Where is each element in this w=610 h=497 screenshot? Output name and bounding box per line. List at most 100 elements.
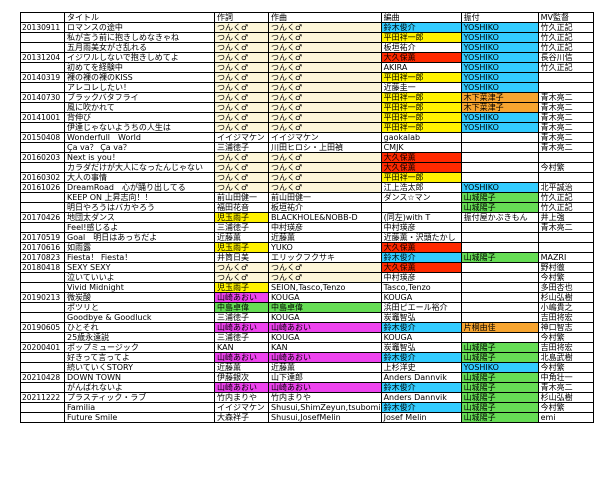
- cell-date: 20130911: [20, 22, 65, 33]
- cell-lyrics: イイジマケン: [214, 132, 269, 143]
- cell-mv-director: 青木亮二: [537, 142, 594, 153]
- cell-date: [20, 32, 65, 43]
- cell-title: Goal 明日はあっちだよ: [64, 232, 215, 243]
- cell-composer: つんく♂: [268, 72, 382, 83]
- table-row: 20140730 ブラックバタフライ つんく♂ つんく♂ 平田祥一郎 木下菜津子 青木亮二: [20, 92, 594, 103]
- cell-lyrics: 竹内まりや: [214, 392, 269, 403]
- cell-composer: 中村瑛彦: [268, 222, 382, 233]
- cell-composer: つんく♂: [268, 182, 382, 193]
- cell-lyrics: イイジマケン: [214, 402, 269, 413]
- cell-arranger: 鈴木俊介: [380, 322, 462, 333]
- cell-lyrics: 山崎あおい: [214, 322, 269, 333]
- header-composer: 作曲: [268, 12, 382, 23]
- table-row: アレコレしたい！ つんく♂ つんく♂ 近藤圭一 YOSHIKO: [20, 82, 594, 93]
- cell-title: ロマンスの途中: [64, 22, 215, 33]
- cell-arranger: 上杉洋史: [380, 362, 462, 373]
- cell-mv-director: 竹久正記: [537, 32, 594, 43]
- cell-arranger: 炭竈智弘: [380, 312, 462, 323]
- cell-date: 20140319: [20, 72, 65, 83]
- cell-title: 大人の事情: [64, 172, 215, 183]
- cell-title: カラダだけが大人になったんじゃない: [64, 162, 215, 173]
- cell-title: Next is you！: [64, 152, 215, 163]
- cell-title: 裸の裸の裸のKISS: [64, 72, 215, 83]
- cell-arranger: 平田祥一郎: [380, 112, 462, 123]
- credits-table: タイトル 作詞 作曲 編曲 振付 MV監督 20130911 ロマンスの途中 つんく…: [20, 12, 594, 423]
- table-row: 20141001 背伸び つんく♂ つんく♂ 平田祥一郎 YOSHIKO 青木亮二: [20, 112, 594, 123]
- cell-lyrics: つんく♂: [214, 62, 269, 73]
- cell-composer: BLACKHOLE&NOBB-D: [268, 212, 382, 223]
- cell-mv-director: 今村繁: [537, 362, 594, 373]
- cell-date: 20210428: [20, 372, 65, 383]
- header-arranger: 編曲: [380, 12, 462, 23]
- cell-title: 明日やろうはバカやろう: [64, 202, 215, 213]
- cell-composer: 前山田健一: [268, 192, 382, 203]
- cell-lyrics: つんく♂: [214, 32, 269, 43]
- cell-choreographer: YOSHIKO: [460, 182, 539, 193]
- cell-arranger: 中村瑛彦: [380, 222, 462, 233]
- table-row: 20131204 イジワルしないで抱きしめてよ つんく♂ つんく♂ 大久保薫 YOSHIK…: [20, 52, 594, 63]
- cell-lyrics: つんく♂: [214, 262, 269, 273]
- cell-composer: 近藤薫: [268, 362, 382, 373]
- cell-arranger: 平田祥一郎: [380, 72, 462, 83]
- cell-mv-director: 竹久正記: [537, 62, 594, 73]
- table-row: Vivid Midnight 児玉雨子 SEION,Tasco,Tenzo Tasco…: [20, 282, 594, 293]
- cell-date: [20, 102, 65, 113]
- cell-date: 20170519: [20, 232, 65, 243]
- table-row: 泣いていいよ つんく♂ つんく♂ 中村瑛彦 今村繁: [20, 272, 594, 283]
- cell-mv-director: 青木亮二: [537, 132, 594, 143]
- cell-mv-director: MAZRI: [537, 252, 594, 263]
- cell-choreographer: [460, 142, 539, 153]
- cell-title: 泣いていいよ: [64, 272, 215, 283]
- cell-lyrics: 中島卓偉: [214, 302, 269, 313]
- cell-title: 五月雨美女がさ乱れる: [64, 42, 215, 53]
- cell-date: 20190213: [20, 292, 65, 303]
- cell-choreographer: [460, 262, 539, 273]
- cell-title: Vivid Midnight: [64, 282, 215, 293]
- cell-title: アレコレしたい！: [64, 82, 215, 93]
- cell-lyrics: 児玉雨子: [214, 212, 269, 223]
- table-row: 私が言う前に抱きしめなきゃね つんく♂ つんく♂ 平田祥一郎 YOSHIKO 竹久正記: [20, 32, 594, 43]
- cell-lyrics: 福田花音: [214, 202, 269, 213]
- cell-composer: KOUGA: [268, 292, 382, 303]
- cell-date: [20, 402, 65, 413]
- cell-date: 20150408: [20, 132, 65, 143]
- cell-choreographer: 山城陽子: [460, 392, 539, 403]
- cell-choreographer: YOSHIKO: [460, 62, 539, 73]
- cell-choreographer: [460, 222, 539, 233]
- cell-title: 如雨露: [64, 242, 215, 253]
- cell-composer: イイジマケン: [268, 132, 382, 143]
- cell-title: Feel!感じるよ: [64, 222, 215, 233]
- cell-choreographer: [460, 152, 539, 163]
- cell-mv-director: 神口智志: [537, 322, 594, 333]
- cell-choreographer: 木下菜津子: [460, 92, 539, 103]
- cell-composer: つんく♂: [268, 22, 382, 33]
- cell-arranger: 鈴木俊介: [380, 382, 462, 393]
- cell-lyrics: 児玉雨子: [214, 242, 269, 253]
- cell-composer: つんく♂: [268, 152, 382, 163]
- cell-lyrics: 山崎あおい: [214, 292, 269, 303]
- cell-mv-director: 杉山弘樹: [537, 392, 594, 403]
- table-row: 20211222 プラスティック・ラブ 竹内まりや 竹内まりや Anders Dannv…: [20, 392, 594, 403]
- cell-choreographer: [460, 282, 539, 293]
- cell-mv-director: 杉山弘樹: [537, 292, 594, 303]
- cell-lyrics: つんく♂: [214, 22, 269, 33]
- cell-arranger: 近藤圭一: [380, 82, 462, 93]
- cell-arranger: 鈴木俊介: [380, 22, 462, 33]
- header-lyrics: 作詞: [214, 12, 269, 23]
- cell-mv-director: 吉田将宏: [537, 312, 594, 323]
- cell-date: [20, 192, 65, 203]
- cell-lyrics: 近藤薫: [214, 362, 269, 373]
- cell-composer: 中島卓偉: [268, 302, 382, 313]
- table-body: 20130911 ロマンスの途中 つんく♂ つんく♂ 鈴木俊介 YOSHIKO 竹久正記 私が…: [20, 22, 594, 423]
- cell-date: [20, 222, 65, 233]
- cell-lyrics: 近藤薫: [214, 232, 269, 243]
- cell-choreographer: [460, 232, 539, 243]
- cell-lyrics: つんく♂: [214, 42, 269, 53]
- cell-choreographer: YOSHIKO: [460, 32, 539, 43]
- cell-choreographer: 振付屋かぶきもん: [460, 212, 539, 223]
- cell-composer: つんく♂: [268, 162, 382, 173]
- cell-composer: つんく♂: [268, 32, 382, 43]
- table-row: ポツリと 中島卓偉 中島卓偉 浜田ピエール裕介 小嶋貴之: [20, 302, 594, 313]
- cell-lyrics: 前山田健一: [214, 192, 269, 203]
- table-row: 好きって言ってよ 山崎あおい 山崎あおい 鈴木俊介 山城陽子 北島武樹: [20, 352, 594, 363]
